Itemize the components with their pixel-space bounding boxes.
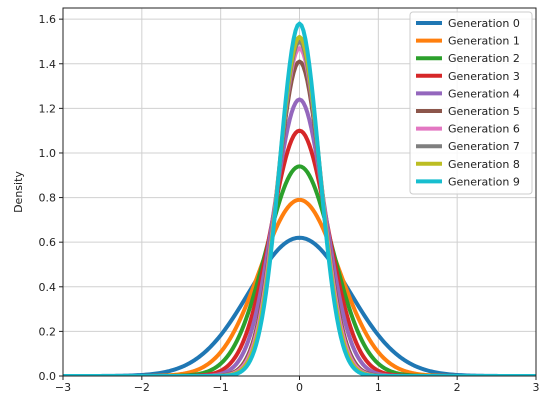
series-line-generation-2 [63,164,536,376]
series-line-generation-6 [63,46,536,376]
legend-label: Generation 0 [448,17,520,30]
legend-label: Generation 7 [448,140,520,153]
y-tick-label: 0.0 [39,370,57,383]
series-line-generation-4 [63,97,536,376]
legend-label: Generation 5 [448,105,520,118]
x-tick-label: −3 [55,381,71,394]
legend-label: Generation 2 [448,52,520,65]
legend-label: Generation 4 [448,87,520,100]
y-tick-label: 0.4 [39,281,57,294]
legend-label: Generation 6 [448,123,520,136]
legend-label: Generation 9 [448,175,520,188]
legend: Generation 0 Generation 1 Generation 2 Gene… [409,11,533,195]
y-tick-label: 1.4 [39,58,57,71]
series-line-generation-5 [63,59,536,376]
y-tick-label: 0.8 [39,192,57,205]
legend-label: Generation 1 [448,35,520,48]
series-line-generation-9 [63,21,536,376]
x-tick-label: 1 [375,381,382,394]
x-tick-label: 2 [454,381,461,394]
x-axis: −3 −2 −1 0 1 2 3 [55,376,539,394]
legend-label: Generation 3 [448,70,520,83]
y-axis-label: Density [12,171,25,213]
series-line-generation-7 [63,39,536,376]
series-line-generation-8 [63,34,536,376]
density-curves [63,21,536,376]
legend-label: Generation 8 [448,158,520,171]
x-tick-label: 0 [296,381,303,394]
y-axis: 0.0 0.2 0.4 0.6 0.8 1.0 1.2 1.4 1.6 [39,13,63,383]
y-tick-label: 0.2 [39,325,57,338]
y-tick-label: 1.0 [39,147,57,160]
x-tick-label: −2 [134,381,150,394]
x-tick-label: 3 [533,381,539,394]
y-tick-label: 1.6 [39,13,57,26]
y-tick-label: 0.6 [39,236,57,249]
x-tick-label: −1 [213,381,229,394]
series-line-generation-3 [63,128,536,376]
y-tick-label: 1.2 [39,102,57,115]
